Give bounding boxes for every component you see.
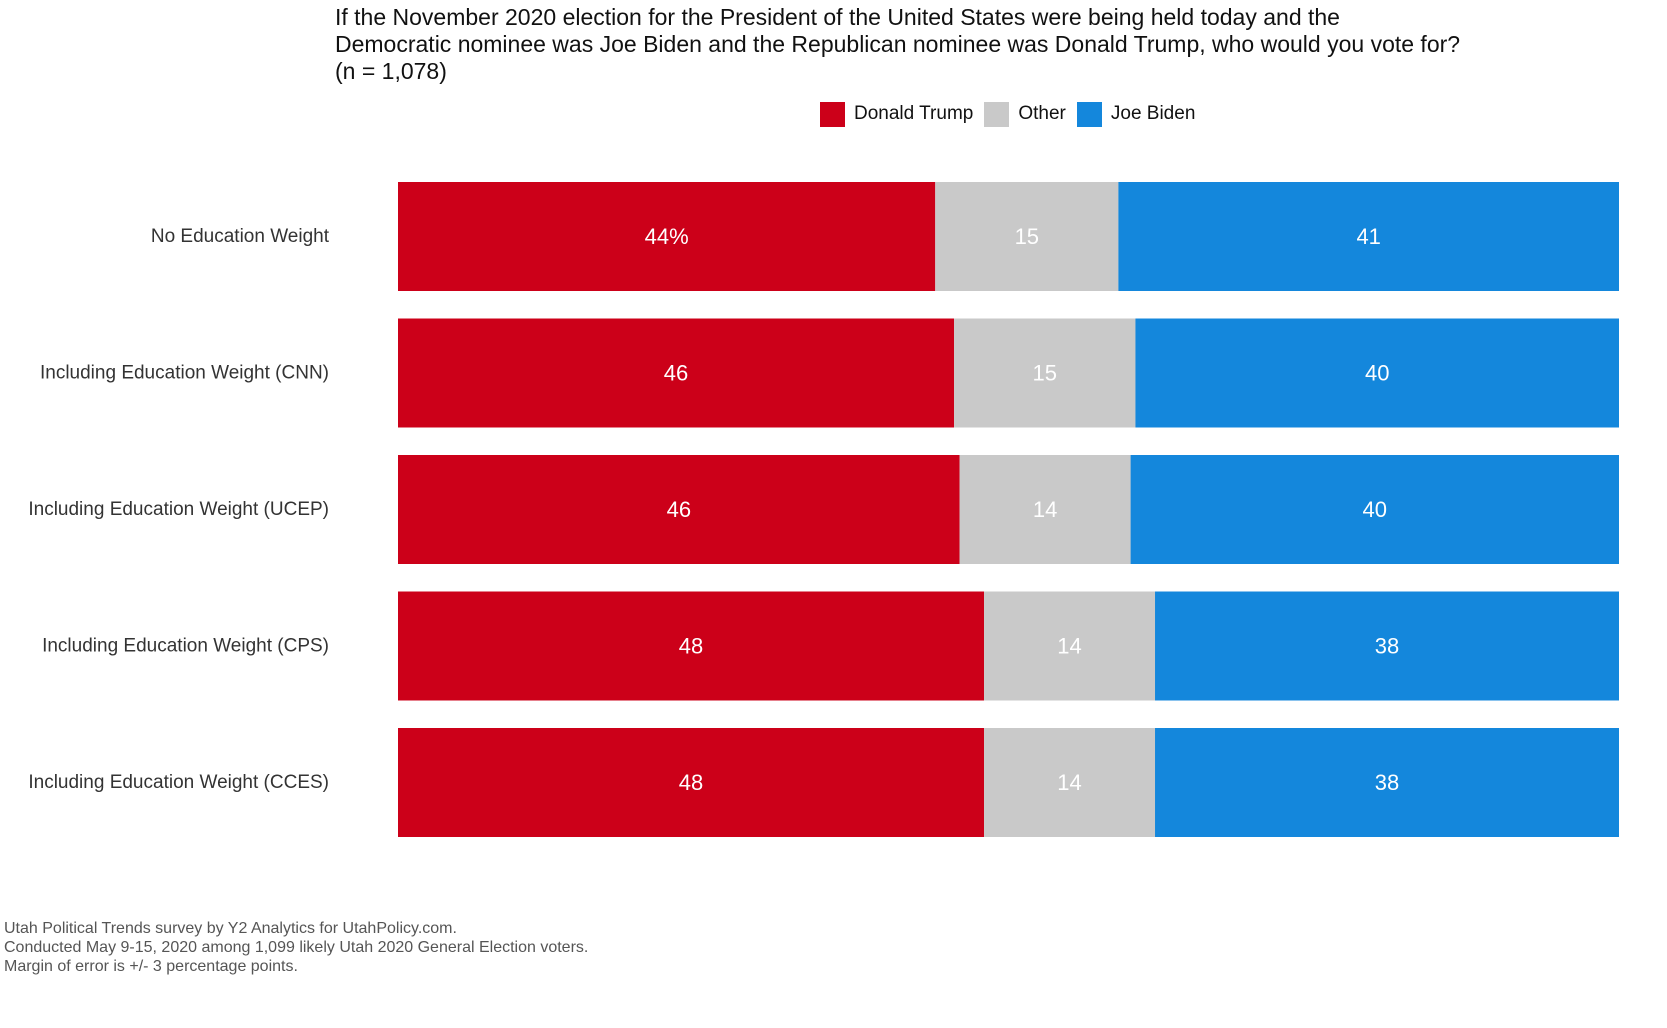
bar-segment xyxy=(398,455,960,564)
category-label: Including Education Weight (CPS) xyxy=(42,636,329,657)
data-label: 38 xyxy=(1375,770,1399,795)
data-label: 48 xyxy=(679,634,703,659)
bar-segment xyxy=(1118,182,1619,291)
legend-label-biden: Joe Biden xyxy=(1110,103,1196,124)
bar-segment xyxy=(398,318,955,428)
category-label: Including Education Weight (CNN) xyxy=(40,363,329,384)
data-label: 38 xyxy=(1375,634,1399,659)
bar-segment xyxy=(984,728,1156,837)
chart-title-line-1: If the November 2020 election for the Pr… xyxy=(335,4,1340,30)
bar-segment xyxy=(398,182,936,291)
legend-label-other: Other xyxy=(1018,103,1066,124)
data-label: 46 xyxy=(664,361,688,386)
chart-title-line-3: (n = 1,078) xyxy=(335,58,447,84)
bar-segment xyxy=(1155,591,1619,701)
bar-segment xyxy=(984,591,1156,701)
data-label: 15 xyxy=(1033,361,1057,386)
legend-item-biden: Joe Biden xyxy=(1076,101,1196,127)
bar-segment xyxy=(959,455,1131,564)
chart-title-line-2: Democratic nominee was Joe Biden and the… xyxy=(335,31,1461,57)
legend-item-trump: Donald Trump xyxy=(820,101,974,127)
legend: Donald Trump Other Joe Biden xyxy=(820,101,1206,127)
data-label: 14 xyxy=(1057,770,1081,795)
data-label: 15 xyxy=(1015,224,1039,249)
bar-segment xyxy=(398,591,985,701)
bar-segment xyxy=(1155,728,1619,837)
data-label: 48 xyxy=(679,770,703,795)
legend-item-other: Other xyxy=(984,101,1066,127)
bar-segment xyxy=(954,318,1136,428)
legend-swatch-other xyxy=(984,101,1010,127)
data-label: 41 xyxy=(1356,224,1380,249)
data-label: 14 xyxy=(1033,497,1057,522)
legend-swatch-trump xyxy=(820,101,845,127)
data-label: 14 xyxy=(1057,634,1081,659)
source-note: Utah Political Trends survey by Y2 Analy… xyxy=(4,920,457,937)
bar-segment xyxy=(935,182,1119,291)
bar-segment xyxy=(1130,455,1619,564)
bar-segment xyxy=(398,728,985,837)
category-label: Including Education Weight (CCES) xyxy=(28,772,329,793)
legend-label-trump: Donald Trump xyxy=(854,103,974,124)
margin-of-error-note: Margin of error is +/- 3 percentage poin… xyxy=(4,958,298,975)
data-label: 46 xyxy=(667,497,691,522)
fieldwork-note: Conducted May 9-15, 2020 among 1,099 lik… xyxy=(4,939,589,956)
bar-segment xyxy=(1135,318,1619,428)
data-label: 40 xyxy=(1365,361,1389,386)
data-label: 44% xyxy=(645,224,689,249)
category-label: Including Education Weight (UCEP) xyxy=(28,499,329,520)
legend-swatch-biden xyxy=(1076,101,1102,127)
category-label: No Education Weight xyxy=(151,226,330,247)
data-label: 40 xyxy=(1363,497,1387,522)
